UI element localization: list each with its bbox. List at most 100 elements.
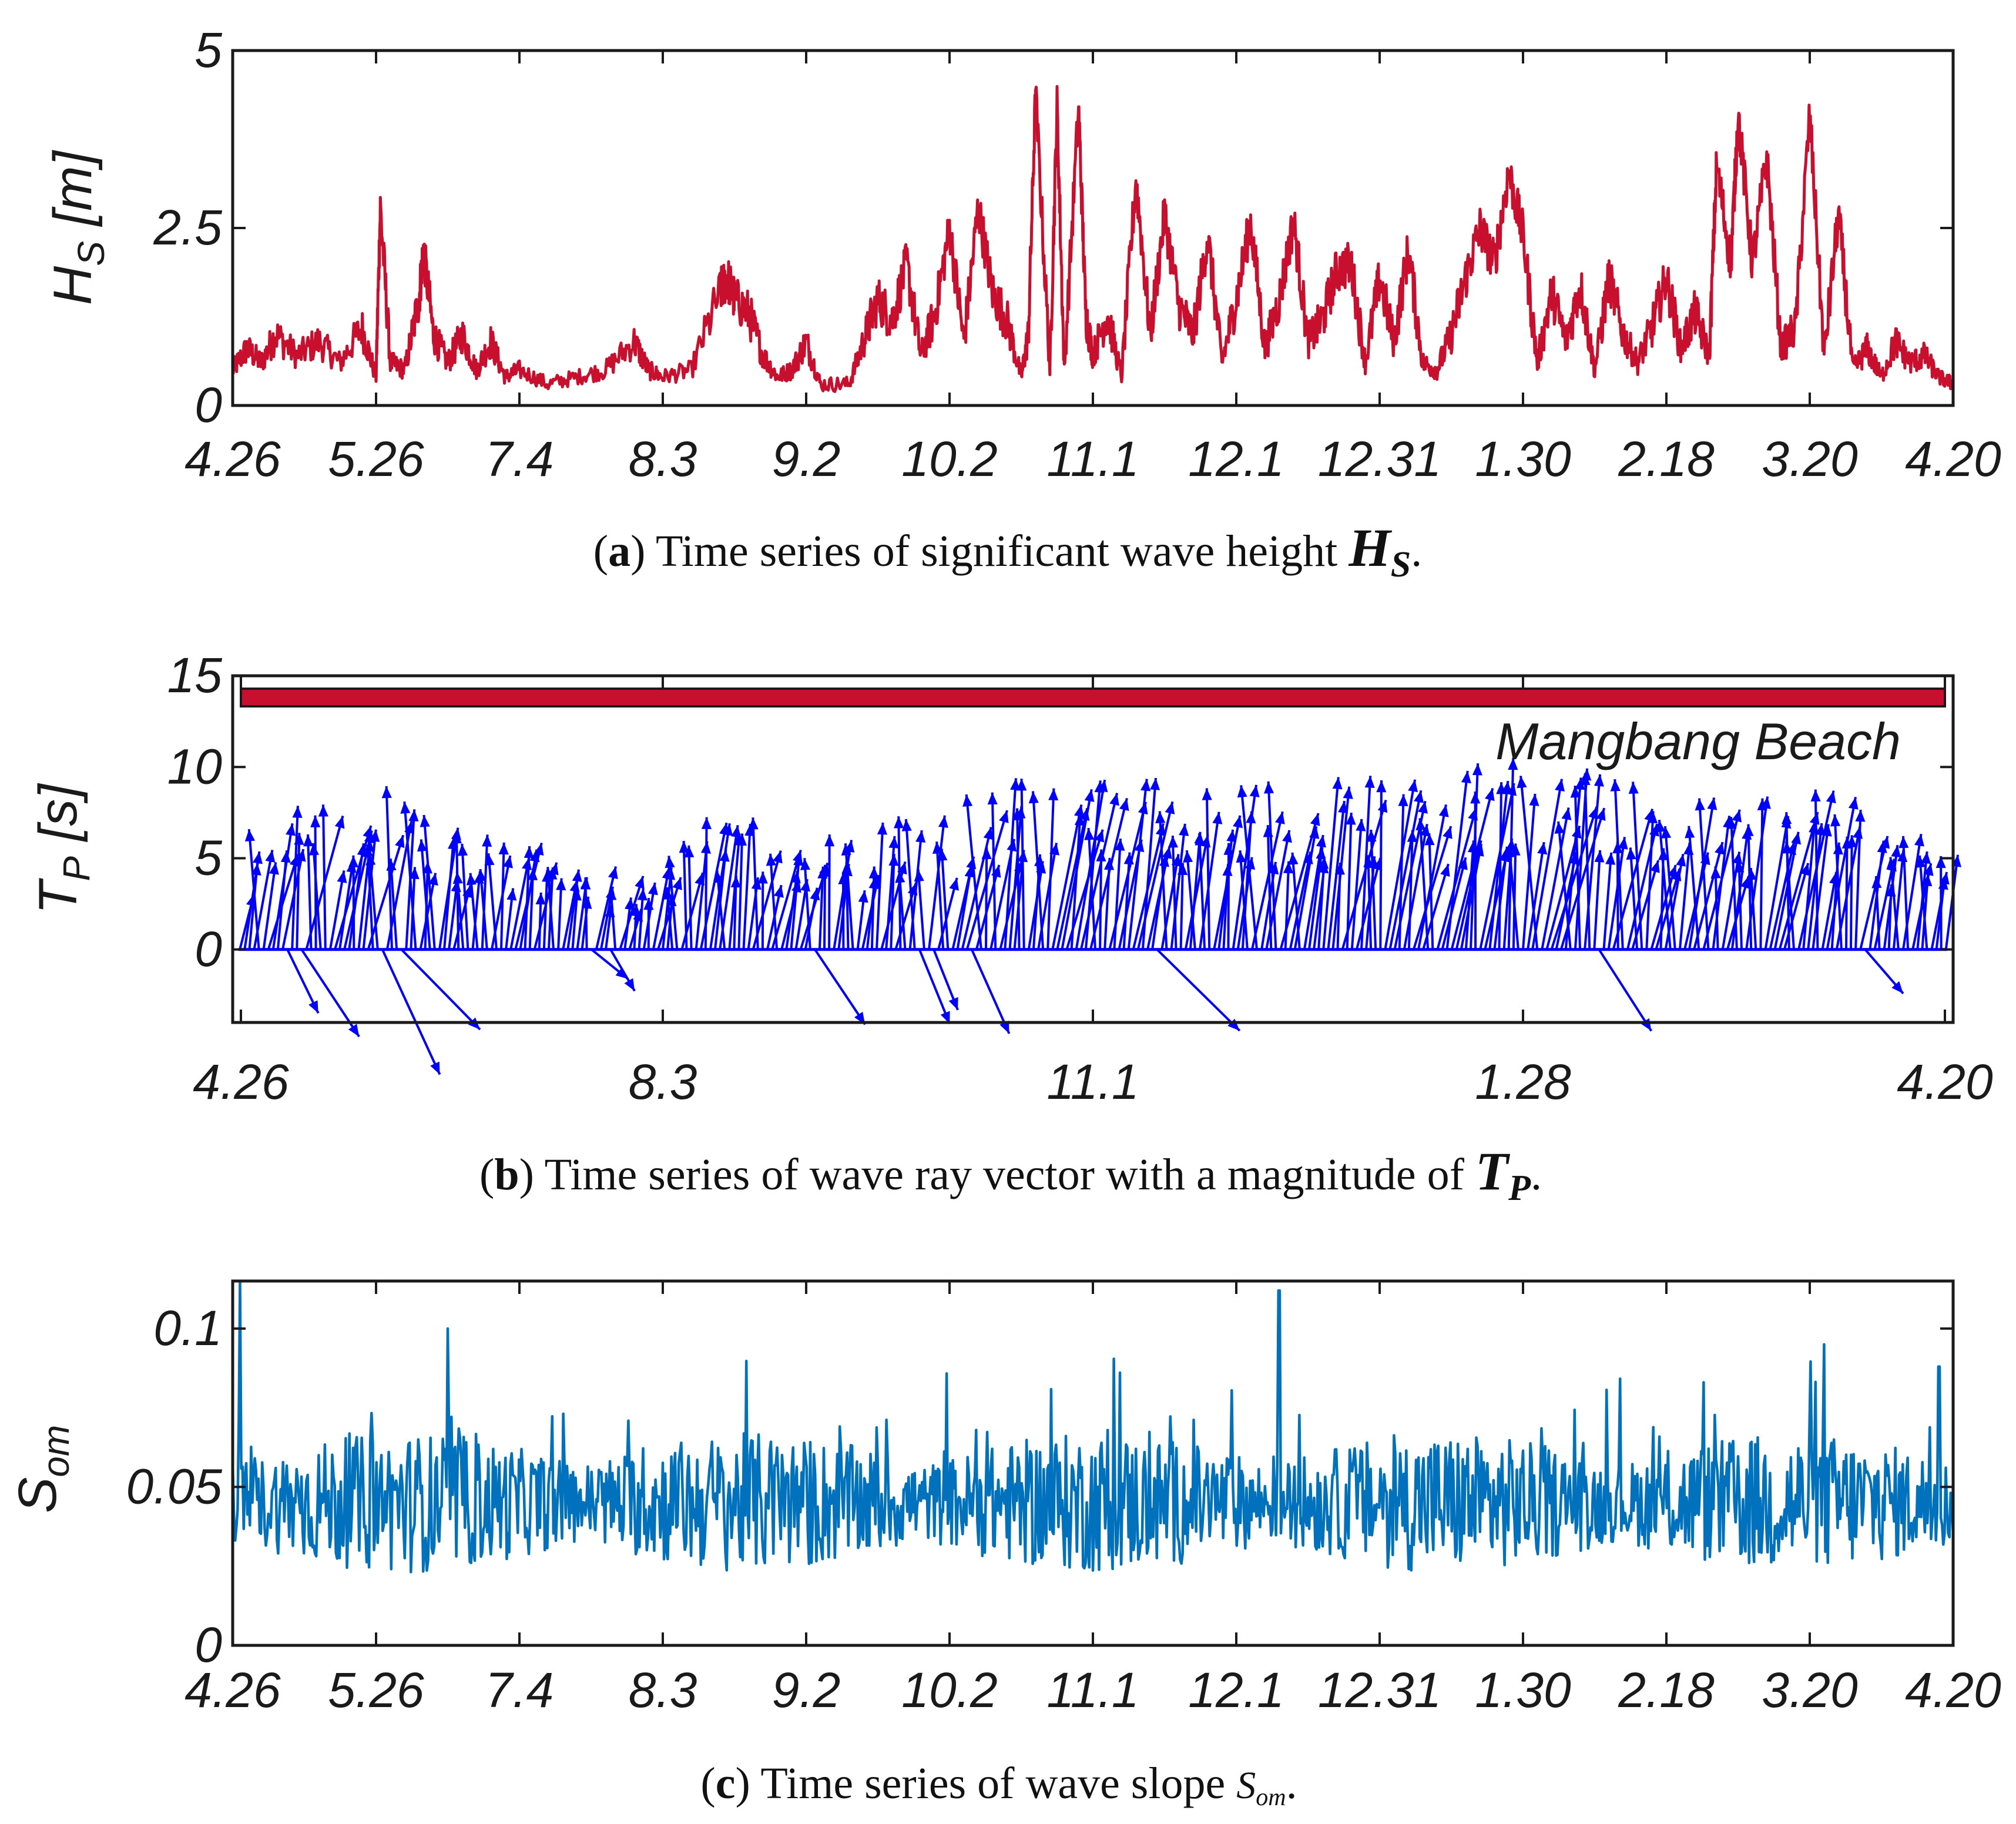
x-tick-label: 3.20 <box>1762 1662 1858 1718</box>
wave-ray-arrowhead <box>1319 856 1329 869</box>
wave-ray-arrowhead <box>1743 824 1754 836</box>
wave-ray-arrowhead <box>730 875 741 888</box>
wave-ray-vector <box>1205 788 1211 950</box>
wave-ray-vector <box>1384 779 1417 950</box>
x-tick-label: 11.1 <box>1046 1054 1139 1109</box>
wave-ray-vector <box>247 829 260 950</box>
wave-ray-vector <box>1046 788 1055 950</box>
x-tick-label: 4.20 <box>1905 431 2001 487</box>
wave-ray-arrowhead <box>1249 784 1260 797</box>
wave-ray-arrowhead <box>1288 852 1299 865</box>
wave-ray-arrowhead <box>1115 839 1125 851</box>
wave-ray-vector <box>276 850 289 950</box>
wave-ray-arrowhead <box>466 873 477 886</box>
x-tick-label: 10.2 <box>901 431 998 487</box>
wave-ray-arrowhead <box>1891 981 1903 994</box>
wave-ray-vector <box>1541 807 1570 950</box>
wave-ray-arrowhead <box>524 846 534 859</box>
wave-ray-arrowhead <box>1334 863 1345 875</box>
wave-ray-vector <box>828 834 831 950</box>
wave-ray-arrowhead <box>1212 812 1223 824</box>
wave-ray-arrowhead <box>1916 855 1926 868</box>
wave-ray-arrowhead <box>1707 797 1718 810</box>
wave-ray-arrowhead <box>1418 801 1428 814</box>
wave-ray-vector <box>1602 852 1613 950</box>
wave-ray-vector <box>296 833 301 950</box>
wave-ray-arrowhead <box>665 856 675 869</box>
x-tick-label: 3.20 <box>1762 431 1858 487</box>
wave-ray-arrowhead <box>914 869 924 882</box>
wave-ray-vector <box>1814 789 1819 950</box>
wave-ray-vector <box>928 815 946 950</box>
wave-ray-vector <box>595 866 617 950</box>
wave-ray-arrowhead <box>1898 836 1909 849</box>
wave-ray-arrowhead <box>766 853 776 866</box>
wave-ray-vector <box>322 804 327 950</box>
wave-ray-vector <box>1127 779 1148 950</box>
wave-ray-vector <box>1479 783 1515 950</box>
wave-ray-vector <box>1747 824 1753 950</box>
wave-ray-arrowhead <box>915 830 926 843</box>
wave-ray-vector <box>790 853 801 950</box>
wave-ray-vector <box>1778 812 1819 950</box>
wave-ray-arrowhead <box>888 854 899 866</box>
wave-ray-arrowhead <box>1346 813 1356 825</box>
wave-ray-vector <box>1250 811 1284 950</box>
wave-ray-arrowhead <box>1227 1018 1240 1031</box>
wave-ray-vector <box>367 834 405 950</box>
wave-ray-arrowhead <box>1570 786 1581 798</box>
wave-ray-arrowhead <box>1575 777 1585 790</box>
mangbang-beach-bar <box>240 688 1946 708</box>
wave-ray-arrowhead <box>713 870 723 883</box>
wave-ray-vector <box>742 823 752 950</box>
wave-ray-vector <box>1184 834 1209 950</box>
y-tick-label: 0 <box>194 921 222 977</box>
wave-ray-vector <box>1171 836 1178 950</box>
wave-ray-vector <box>1379 780 1383 950</box>
wave-ray-arrowhead <box>800 858 810 870</box>
wave-ray-vector <box>1531 779 1563 950</box>
wave-ray-arrowhead <box>1661 826 1672 839</box>
wave-ray-arrowhead <box>1605 852 1616 865</box>
wave-ray-vector <box>1436 807 1477 950</box>
x-tick-label: 10.2 <box>901 1662 998 1718</box>
panel-c-plot-area <box>231 1279 1955 1574</box>
wave-ray-vector <box>1807 823 1823 950</box>
wave-ray-vector <box>818 866 824 950</box>
wave-ray-arrowhead <box>719 849 730 862</box>
wave-ray-vector <box>890 853 895 950</box>
wave-ray-arrowhead <box>1822 824 1832 837</box>
panel-c: 4.26 5.26 7.4 8.3 9.2 10.2 11.1 12.1 12.31 1.30 2.… <box>8 1279 2001 1811</box>
wave-ray-vector <box>1032 791 1045 950</box>
wave-ray-vector <box>389 858 398 950</box>
wave-ray-arrowhead <box>824 834 835 847</box>
wave-ray-arrowhead <box>736 833 747 846</box>
wave-ray-arrowhead <box>1356 819 1366 831</box>
wave-ray-vector <box>917 869 925 950</box>
wave-ray-vector <box>1004 778 1017 950</box>
wave-ray-arrowhead <box>679 840 689 853</box>
wave-ray-arrowhead <box>701 817 712 829</box>
wave-ray-arrowhead <box>820 864 830 877</box>
wave-ray-vector <box>461 843 469 950</box>
wave-ray-vector <box>918 949 951 1025</box>
wave-ray-arrowhead <box>1343 786 1353 799</box>
wave-ray-arrowhead <box>1034 854 1045 867</box>
wave-ray-arrowhead <box>1517 776 1527 789</box>
wave-ray-vector <box>1160 854 1180 950</box>
x-tick-label: 4.26 <box>185 1662 281 1718</box>
x-tick-label: 2.18 <box>1618 431 1715 487</box>
wave-ray-vector <box>524 846 531 950</box>
wave-ray-vector <box>709 823 731 950</box>
wave-ray-arrowhead <box>348 855 358 868</box>
wave-ray-vector <box>652 866 670 950</box>
wave-ray-arrowhead <box>1236 850 1246 863</box>
wave-ray-arrowhead <box>1529 793 1539 806</box>
wave-ray-arrowhead <box>1782 841 1793 854</box>
wave-ray-vector <box>1918 855 1928 950</box>
wave-ray-arrowhead <box>1119 798 1129 812</box>
wave-ray-vector <box>1785 812 1790 950</box>
wave-ray-arrowhead <box>529 849 540 863</box>
wave-ray-arrowhead <box>430 1061 440 1075</box>
